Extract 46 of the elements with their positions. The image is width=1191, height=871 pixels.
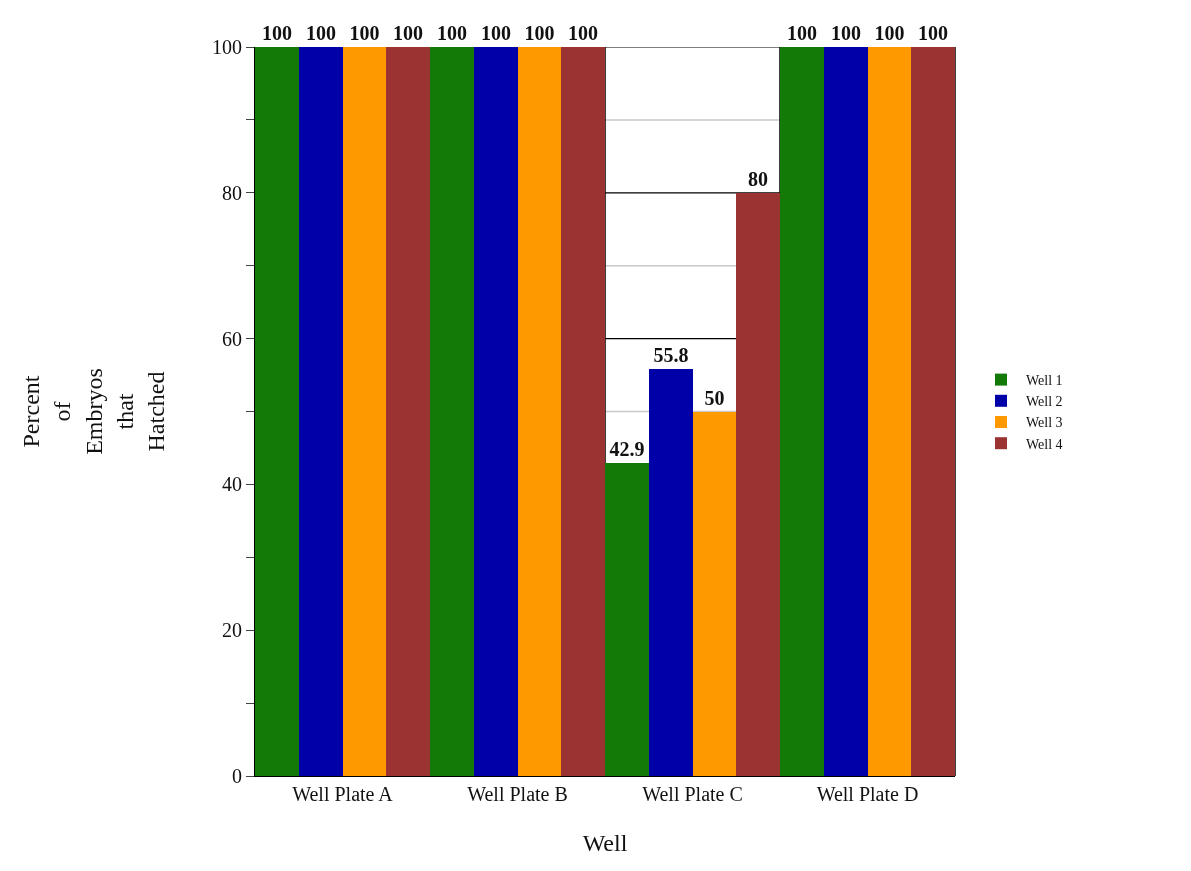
x-axis-title: Well (582, 830, 628, 857)
data-label: 100 (918, 22, 948, 44)
data-label: 100 (874, 22, 905, 44)
data-label: 100 (481, 22, 511, 44)
x-tick-label: Well Plate A (292, 783, 394, 805)
y-tick-label: 80 (222, 181, 242, 204)
legend-label: Well 3 (1026, 415, 1063, 431)
bar (518, 47, 561, 776)
data-label: 100 (568, 22, 598, 44)
data-label: 100 (393, 22, 423, 44)
x-tick-label: Well Plate D (816, 783, 919, 805)
y-tick-label: 40 (222, 473, 242, 496)
bar (299, 47, 343, 776)
data-label: 100 (306, 22, 336, 44)
bar (868, 47, 911, 776)
data-label: 100 (787, 22, 817, 44)
data-label: 100 (831, 22, 861, 44)
bar (605, 463, 649, 776)
bar (693, 412, 736, 776)
legend-label: Well 4 (1026, 436, 1063, 452)
bar (561, 47, 605, 776)
bar (474, 47, 518, 776)
y-tick-label: 20 (222, 619, 242, 642)
data-label: 55.8 (653, 344, 689, 366)
data-label: 100 (349, 22, 380, 44)
x-tick-label: Well Plate B (467, 783, 568, 805)
legend-label: Well 1 (1026, 373, 1063, 389)
data-label: 100 (262, 22, 292, 44)
y-tick-label: 60 (222, 327, 242, 350)
data-label: 50 (704, 387, 725, 409)
bar (343, 47, 386, 776)
bar (736, 193, 780, 776)
bar (386, 47, 430, 776)
y-axis-title: Percent of Embryos that Hatched (18, 368, 170, 455)
data-label: 100 (437, 22, 467, 44)
bar (430, 47, 474, 776)
data-label: 42.9 (609, 438, 645, 460)
y-tick-label: 0 (232, 765, 242, 787)
data-label: 100 (524, 22, 555, 44)
x-tick-label: Well Plate C (642, 783, 743, 805)
y-tick-label: 100 (212, 36, 242, 58)
bar (780, 47, 824, 776)
bar (649, 369, 693, 776)
data-label: 80 (748, 168, 768, 190)
bar (824, 47, 868, 776)
legend-label: Well 2 (1026, 394, 1063, 410)
